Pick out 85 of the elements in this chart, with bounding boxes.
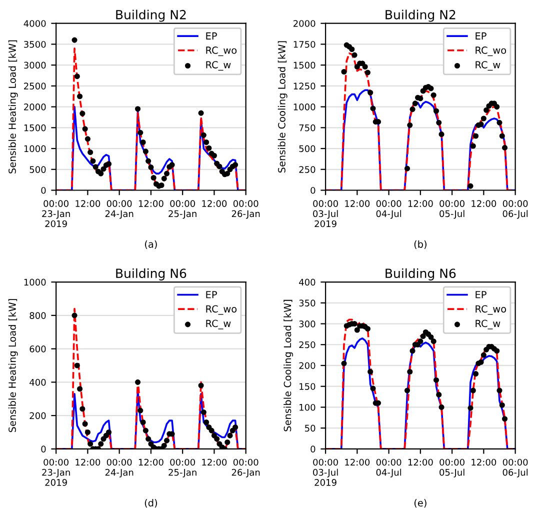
y-tick-label: 0 — [310, 186, 316, 194]
y-axis-title: Sensible Heating Load [kW] — [8, 40, 18, 174]
y-tick-label: 250 — [299, 166, 316, 173]
y-tick-label: 0 — [41, 186, 46, 194]
chart-title: Building N6 — [386, 268, 456, 280]
y-tick-label: 350 — [299, 300, 316, 306]
y-tick-label: 3000 — [24, 62, 46, 69]
x-tick-label: 00:00 04-Jul — [376, 458, 402, 478]
legend-label: EP — [206, 32, 217, 40]
y-tick-label: 2500 — [24, 82, 46, 90]
text: (a) — [145, 240, 157, 249]
x-tick-label: 12:00 — [408, 200, 433, 207]
x-tick-label: 12:00 — [202, 200, 227, 207]
y-tick-label: 400 — [30, 378, 46, 386]
x-tick-label: 12:00 — [345, 200, 370, 207]
text: (d) — [144, 499, 157, 508]
x-tick-label: 12:00 — [138, 458, 164, 466]
y-tick-label: 2000 — [294, 20, 316, 27]
y-tick-label: 200 — [299, 362, 316, 370]
x-tick-label: 12:00 — [472, 200, 496, 207]
x-tick-label: 00:00 26-Jan — [232, 458, 260, 478]
x-tick-label: 12:00 — [345, 458, 370, 466]
y-tick-label: 250 — [299, 341, 316, 348]
y-tick-label: 1500 — [24, 124, 46, 132]
y-axis-title: Sensible Cooling Load [kW] — [278, 41, 288, 173]
chart-title: Building N2 — [386, 10, 456, 22]
y-axis-title: Sensible Heating Load [kW] — [8, 299, 18, 432]
y-tick-label: 50 — [305, 424, 316, 432]
y-tick-label: 800 — [30, 312, 46, 319]
y-tick-label: 4000 — [24, 20, 46, 27]
text: (e) — [414, 499, 426, 508]
legend-label: RC_w — [476, 320, 500, 330]
x-tick-label: 00:00 24-Jan — [105, 200, 134, 219]
x-tick-label: 12:00 — [76, 200, 100, 207]
x-tick-label: 12:00 — [472, 458, 496, 466]
x-tick-label: 00:00 05-Jul — [440, 200, 464, 219]
legend-label: RC_w — [206, 61, 231, 71]
x-tick-label: 00:00 03-Jul 2019 — [313, 200, 338, 228]
y-tick-label: 100 — [300, 404, 316, 411]
y-tick-label: 1000 — [24, 278, 46, 286]
legend-label: RC_wo — [476, 305, 506, 315]
x-tick-label: 00:00 24-Jan — [105, 458, 134, 478]
text: (b) — [414, 240, 426, 249]
x-tick-label: 12:00 — [202, 458, 227, 466]
chart-title: Building N2 — [116, 10, 186, 22]
x-tick-label: 00:00 06-Jul — [502, 458, 528, 478]
y-tick-label: 0 — [41, 446, 46, 452]
y-tick-label: 1250 — [294, 82, 316, 90]
y-tick-label: 200 — [30, 412, 46, 420]
y-tick-label: 2000 — [24, 104, 46, 110]
y-tick-label: 0 — [310, 446, 316, 452]
y-tick-label: 1000 — [294, 104, 316, 110]
legend-label: EP — [476, 32, 486, 40]
y-tick-label: 1750 — [294, 40, 316, 48]
x-tick-label: 00:00 23-Jan 2019 — [42, 200, 70, 228]
x-tick-label: 12:00 — [408, 458, 433, 466]
x-tick-label: 00:00 04-Jul — [376, 200, 402, 219]
x-tick-label: 00:00 05-Jul — [440, 458, 464, 478]
y-tick-label: 150 — [300, 383, 316, 390]
y-tick-label: 3500 — [24, 40, 46, 48]
x-tick-label: 00:00 06-Jul — [502, 200, 528, 219]
y-tick-label: 300 — [299, 320, 316, 328]
y-tick-label: 500 — [299, 145, 316, 152]
y-tick-label: 500 — [30, 166, 46, 173]
x-tick-label: 00:00 23-Jan 2019 — [42, 458, 70, 486]
legend-label: RC_wo — [476, 46, 506, 56]
y-axis-title: Sensible Cooling Load [kW] — [284, 300, 294, 432]
x-tick-label: 12:00 — [76, 458, 100, 466]
y-tick-label: 400 — [299, 278, 316, 286]
legend-label: EP — [206, 291, 217, 298]
chart-title: Building N6 — [116, 268, 186, 280]
legend-label: RC_w — [476, 61, 500, 71]
x-tick-label: 00:00 03-Jul 2019 — [313, 458, 338, 486]
x-tick-label: 00:00 25-Jan — [168, 458, 196, 478]
legend-label: EP — [476, 291, 486, 298]
legend-label: RC_wo — [206, 46, 237, 56]
y-tick-label: 1000 — [24, 145, 46, 152]
legend-label: RC_wo — [206, 305, 237, 315]
x-tick-label: 12:00 — [138, 200, 164, 207]
y-tick-label: 600 — [30, 346, 46, 352]
legend-label: RC_w — [206, 320, 231, 330]
y-tick-label: 750 — [299, 124, 316, 132]
x-tick-label: 00:00 26-Jan — [232, 200, 260, 219]
x-tick-label: 00:00 25-Jan — [168, 200, 196, 219]
y-tick-label: 1500 — [294, 62, 316, 69]
